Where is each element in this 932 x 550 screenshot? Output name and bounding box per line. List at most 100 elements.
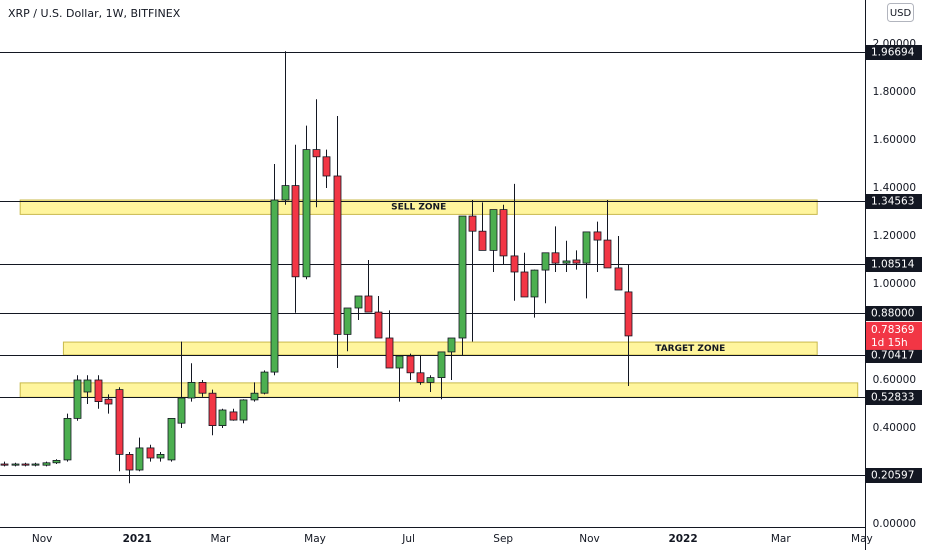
candle-body [489, 209, 498, 251]
y-tick-label: 1.60000 [873, 134, 916, 146]
level-label-box [866, 468, 922, 483]
currency-button-label[interactable]: USD [890, 8, 912, 19]
candle-body [167, 417, 176, 461]
candle-body [406, 355, 415, 374]
candle-body [437, 351, 446, 378]
last-price-box [866, 321, 922, 350]
candle-body [426, 377, 435, 383]
last-price-label: 0.78369 [871, 324, 914, 336]
y-tick-label: 0.60000 [873, 374, 916, 386]
candle-body [229, 411, 238, 421]
x-tick-label: Mar [771, 533, 791, 545]
candle-body [458, 215, 467, 339]
candle-body [73, 379, 82, 419]
candle-body [520, 271, 529, 298]
x-tick-label: Mar [211, 533, 231, 545]
candle-body [177, 397, 186, 424]
candle-body [11, 463, 20, 466]
candle-body [354, 295, 363, 309]
candle-body [333, 175, 342, 335]
candle-body [0, 463, 9, 466]
x-tick-label: 2021 [123, 533, 152, 545]
x-tick-label: 2022 [668, 533, 697, 545]
level-label-box [866, 348, 922, 363]
candle-body [572, 259, 581, 264]
level-label: 1.34563 [871, 196, 914, 208]
level-label: 0.88000 [871, 308, 914, 320]
zone [19, 382, 859, 398]
y-tick-label: 1.40000 [873, 182, 916, 194]
candle-body [374, 311, 383, 339]
x-tick-label: Jul [401, 533, 415, 545]
candle-body [447, 337, 456, 353]
candle-body [52, 459, 61, 464]
candle-body [322, 156, 331, 177]
candle-body [551, 252, 560, 264]
candle-body [603, 239, 612, 269]
candle-body [385, 337, 394, 369]
candle-body [146, 447, 155, 459]
last-price-countdown: 1d 15h [871, 337, 908, 349]
candle-body [624, 291, 633, 337]
y-tick-label: 1.00000 [873, 278, 916, 290]
y-tick-label: 1.20000 [873, 230, 916, 242]
candle-body [198, 381, 207, 394]
x-tick-label: May [304, 533, 326, 545]
y-tick-label: 0.40000 [873, 422, 916, 434]
candle-body [187, 381, 196, 399]
candle-body [416, 372, 425, 383]
candle-body [364, 295, 373, 313]
candle-body [156, 453, 165, 459]
chart-title: XRP / U.S. Dollar, 1W, BITFINEX [8, 7, 181, 20]
y-tick-label: 0.00000 [873, 518, 916, 530]
level-label-box [866, 194, 922, 209]
candle-body [582, 231, 591, 264]
candle-body [21, 463, 30, 466]
level-label-box [866, 257, 922, 272]
level-label: 0.52833 [871, 392, 914, 404]
level-label-box [866, 45, 922, 60]
candle-body [395, 355, 404, 369]
candle-body [63, 417, 72, 461]
candle-body [250, 392, 259, 401]
candle-body [125, 453, 134, 471]
level-label-box [866, 306, 922, 321]
candle-body [208, 392, 217, 426]
candle-body [83, 379, 92, 393]
zone-label: SELL ZONE [391, 203, 446, 213]
y-tick-label: 1.80000 [873, 86, 916, 98]
candle-body [530, 269, 539, 298]
candle-body [270, 199, 279, 373]
candle-body [260, 371, 269, 394]
candle-body [343, 307, 352, 335]
candle-body [115, 389, 124, 455]
x-tick-label: Sep [493, 533, 513, 545]
candle-body [593, 231, 602, 241]
candle-body [562, 260, 571, 264]
candle-body [104, 398, 113, 405]
zone [19, 199, 818, 215]
x-tick-label: May [851, 533, 873, 545]
level-label: 1.96694 [871, 47, 915, 59]
candle-body [510, 255, 519, 273]
level-label: 0.20597 [871, 470, 914, 482]
candle-body [614, 267, 623, 291]
currency-button[interactable] [887, 3, 914, 22]
candle-body [499, 209, 508, 257]
x-tick-label: Nov [579, 533, 600, 545]
candle-body [312, 149, 321, 158]
candle-body [218, 409, 227, 426]
x-tick-label: Nov [32, 533, 53, 545]
candle-body [135, 447, 144, 471]
level-label-box [866, 390, 922, 405]
candle-body [281, 185, 290, 201]
candle-body [31, 463, 40, 466]
candle-body [541, 252, 550, 271]
candle-body [42, 462, 51, 466]
candle-body [478, 230, 487, 251]
level-label: 0.70417 [871, 350, 914, 362]
candle-body [291, 185, 300, 278]
level-label: 1.08514 [871, 259, 915, 271]
candle-body [94, 379, 103, 402]
